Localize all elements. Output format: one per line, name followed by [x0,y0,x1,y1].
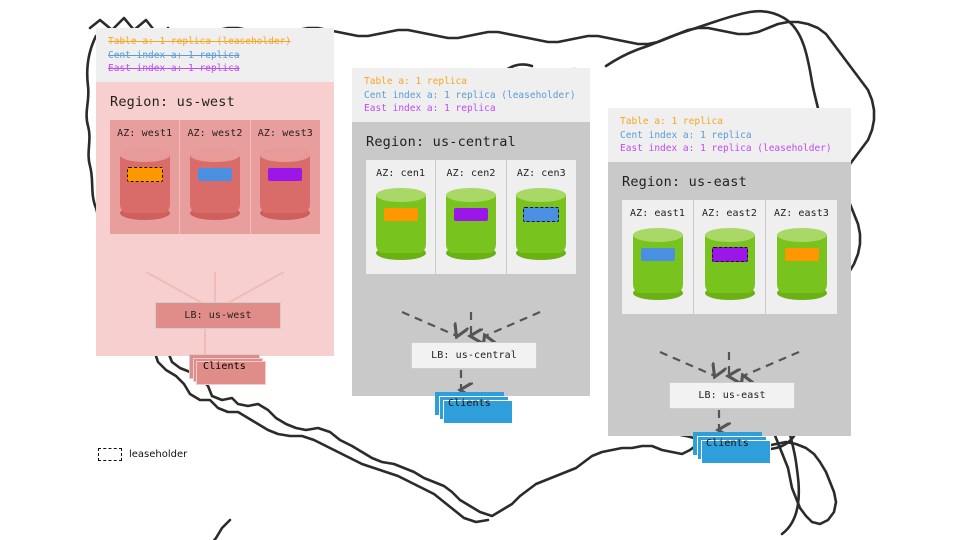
load-balancer-us-west[interactable]: LB: us-west [155,301,281,329]
cylinder-top [119,147,170,162]
region-west-legend: Table a: 1 replica (leaseholder) Cent in… [96,28,334,82]
node-cylinder-east3 [776,227,827,300]
node-cylinder-cen2 [445,187,496,260]
legend-line-east: East index a: 1 replica (leaseholder) [620,143,832,154]
az-east2: AZ: east2 [693,199,765,314]
region-east-title: Region: us-east [622,173,747,190]
legend-line-east: East index a: 1 replica [108,63,240,74]
node-cylinder-east1 [632,227,683,300]
az-west1: AZ: west1 [110,120,179,234]
cylinder-body [776,234,827,293]
region-central-connectors [401,310,541,396]
load-balancer-us-east[interactable]: LB: us-east [669,381,795,409]
region-west-connectors [145,270,285,356]
legend-line-cent: Cent index a: 1 replica (leaseholder) [364,89,576,101]
replica-bar-table-leaseholder [126,166,163,182]
dashed-rectangle-icon [98,448,122,461]
az-east1: AZ: east1 [622,200,693,314]
legend-line-table: Table a: 1 replica [364,76,467,87]
region-east-legend: Table a: 1 replica Cent index a: 1 repli… [608,108,851,162]
cylinder-body [119,154,170,213]
az-east3-label: AZ: east3 [773,207,830,219]
replica-bar-east-index-leaseholder [711,246,748,262]
replica-bar-east-index [453,207,488,221]
region-central-az-row: AZ: cen1 AZ: cen2 [366,159,576,274]
replica-bar-cent-index-leaseholder [523,206,560,222]
cylinder-body [704,234,755,293]
cylinder-body [375,194,426,253]
region-central-title: Region: us-central [366,133,516,150]
node-cylinder-west2 [189,147,240,220]
region-west-body: Region: us-west AZ: west1 [96,81,334,385]
cylinder-body [189,154,240,213]
cylinder-top [704,227,755,242]
node-cylinder-east2 [704,227,755,300]
legend-line-east: East index a: 1 replica [364,103,496,114]
cylinder-top [375,187,426,202]
node-cylinder-west1 [119,147,170,220]
region-east-connectors [659,350,800,436]
az-cen3-label: AZ: cen3 [516,167,566,179]
region-central-body: Region: us-central AZ: cen1 [352,121,590,424]
az-east1-label: AZ: east1 [629,207,686,219]
leaseholder-key: leaseholder [98,448,187,461]
cylinder-top [189,147,240,162]
cylinder-body [516,194,567,253]
cylinder-body [445,194,496,253]
cylinder-top [632,227,683,242]
az-east2-label: AZ: east2 [701,207,758,219]
node-cylinder-west3 [260,147,311,220]
region-west-az-row: AZ: west1 AZ: west2 [110,119,320,234]
replica-bar-east-index [268,167,303,181]
clients-us-west[interactable]: Clients [189,353,266,385]
replica-bar-table [784,247,819,261]
leaseholder-key-label: leaseholder [129,449,188,460]
cylinder-body [260,154,311,213]
cylinder-top [445,187,496,202]
region-us-east: Table a: 1 replica Cent index a: 1 repli… [608,108,851,464]
region-west-title: Region: us-west [110,93,235,110]
az-west2-label: AZ: west2 [187,127,243,139]
legend-line-cent: Cent index a: 1 replica [620,129,752,141]
cylinder-top [260,147,311,162]
legend-line-table: Table a: 1 replica (leaseholder) [108,36,292,47]
node-cylinder-cen3 [516,187,567,260]
cylinder-top [516,187,567,202]
az-cen2-label: AZ: cen2 [446,167,496,179]
region-us-west: Table a: 1 replica (leaseholder) Cent in… [96,28,334,385]
replica-bar-cent-index [197,167,232,181]
load-balancer-us-central[interactable]: LB: us-central [411,341,537,369]
region-east-az-row: AZ: east1 AZ: east2 [622,199,837,314]
replica-bar-cent-index [640,247,675,261]
az-west1-label: AZ: west1 [117,127,173,139]
cylinder-body [632,234,683,293]
az-west2: AZ: west2 [179,119,249,234]
cylinder-top [776,227,827,242]
az-east3: AZ: east3 [765,199,837,314]
node-cylinder-cen1 [375,187,426,260]
az-cen3: AZ: cen3 [505,159,576,274]
az-cen1: AZ: cen1 [366,160,435,274]
az-cen1-label: AZ: cen1 [376,167,426,179]
clients-us-central[interactable]: Clients [435,391,513,424]
region-central-legend: Table a: 1 replica Cent index a: 1 repli… [352,68,590,122]
region-east-body: Region: us-east AZ: east1 [608,161,851,464]
region-us-central: Table a: 1 replica Cent index a: 1 repli… [352,68,590,424]
az-cen2: AZ: cen2 [435,159,505,274]
legend-line-cent: Cent index a: 1 replica [108,49,240,61]
az-west3: AZ: west3 [249,119,320,234]
az-west3-label: AZ: west3 [257,127,313,139]
legend-line-table: Table a: 1 replica [620,116,723,127]
clients-us-east[interactable]: Clients [693,431,771,464]
replica-bar-table [383,207,418,221]
